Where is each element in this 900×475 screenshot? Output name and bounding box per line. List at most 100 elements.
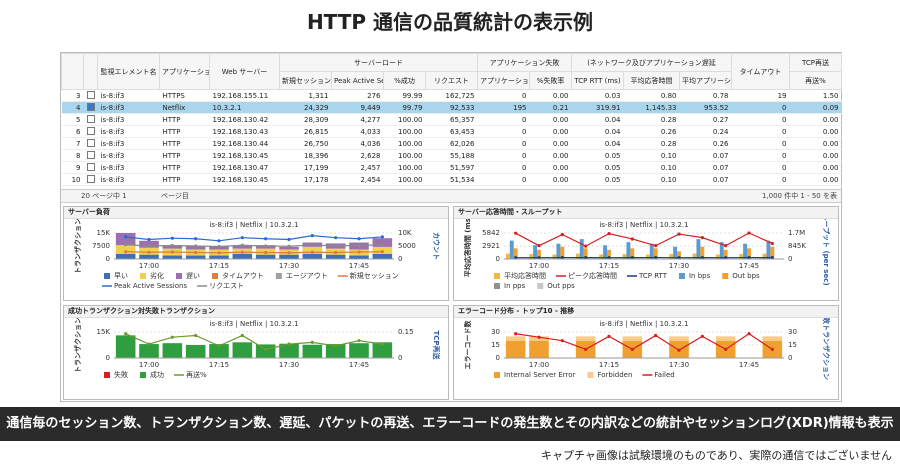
line-point — [701, 335, 704, 338]
header[interactable]: リクエスト — [426, 72, 478, 90]
legend-label: TCP RTT — [638, 272, 668, 280]
cell: 0.00 — [790, 114, 842, 126]
cell: 192.168.130.42 — [210, 114, 280, 126]
y-tick-label: 0 — [106, 255, 110, 263]
chart: is-8:if3 | Netflix | 10.3.2.102921584208… — [454, 219, 838, 300]
header[interactable]: 平均アプリーシ — [680, 72, 732, 90]
checkbox[interactable] — [87, 115, 95, 123]
cell: HTTP — [160, 174, 210, 186]
cell: is-8:if3 — [98, 102, 160, 114]
y-axis-label: トランザクション — [73, 318, 82, 373]
bar — [279, 255, 299, 259]
cell: 192.168.130.43 — [210, 126, 280, 138]
x-tick-label: 17:00 — [139, 262, 159, 270]
line-point — [334, 344, 337, 347]
bar — [553, 255, 557, 259]
checkbox[interactable] — [87, 91, 95, 99]
line-point — [287, 238, 290, 241]
cell: 28,309 — [280, 114, 332, 126]
header[interactable]: アプリケーショ — [478, 72, 530, 90]
header[interactable]: 再送% — [790, 72, 842, 90]
header[interactable]: TCP RTT (ms) — [572, 72, 624, 90]
bar — [139, 255, 159, 259]
header[interactable]: 監視エレメント名 — [98, 54, 160, 90]
chart: is-8:if3 | Netflix | 10.3.2.10153001530エ… — [454, 318, 838, 399]
line-point — [217, 251, 220, 254]
checkbox-cell — [84, 126, 98, 138]
y-axis-label: エラーコード数 — [463, 320, 472, 370]
cell: 0.00 — [790, 138, 842, 150]
page-count: 20 ページ中 1 — [81, 191, 127, 201]
legend-swatch — [494, 273, 500, 279]
header[interactable]: タイムアウト — [732, 54, 790, 90]
bar — [506, 254, 510, 259]
chart: is-8:if3 | Netflix | 10.3.2.1015K00.15トラ… — [64, 318, 448, 399]
line-point — [287, 245, 290, 248]
checkbox[interactable] — [87, 103, 95, 111]
checkbox[interactable] — [87, 163, 95, 171]
pagination: 20 ページ中 1 ページ目 1,000 件中 1 - 50 を表 — [61, 189, 841, 203]
bar — [739, 254, 743, 259]
header[interactable]: %成功 — [384, 72, 426, 90]
bar — [580, 239, 584, 259]
header[interactable]: %失敗率 — [530, 72, 572, 90]
line-point — [241, 244, 244, 247]
x-tick-label: 17:00 — [529, 262, 549, 270]
cell: 0.00 — [790, 162, 842, 174]
cell: 0.26 — [624, 126, 680, 138]
bar — [669, 254, 673, 259]
y-axis-label: 平均応答時間 (ms) — [463, 219, 472, 277]
cell: is-8:if3 — [98, 150, 160, 162]
cell: 100.00 — [384, 174, 426, 186]
line-point — [147, 238, 150, 241]
bar — [556, 244, 560, 259]
cell: 0 — [732, 126, 790, 138]
line-point — [381, 250, 384, 253]
cell: 26,750 — [280, 138, 332, 150]
header[interactable]: Peak Active Se — [332, 72, 384, 90]
line-point — [334, 244, 337, 247]
cell: 0.10 — [624, 150, 680, 162]
bar — [743, 244, 747, 259]
line-point — [171, 237, 174, 240]
cell: 195 — [478, 102, 530, 114]
legend-label: Failed — [654, 371, 674, 379]
cell: 18,396 — [280, 150, 332, 162]
panel-title: サーバー負荷 — [64, 207, 448, 219]
y-tick-label: 30 — [491, 328, 500, 336]
header[interactable]: 平均応答時間 — [624, 72, 680, 90]
line-point — [147, 244, 150, 247]
cell: 319.91 — [572, 102, 624, 114]
checkbox[interactable] — [87, 175, 95, 183]
line-point — [514, 332, 517, 335]
header[interactable]: アプリケーショ — [160, 54, 210, 90]
line-point — [724, 348, 727, 351]
header[interactable]: Web サーバー — [210, 54, 280, 90]
line-point — [194, 237, 197, 240]
checkbox[interactable] — [87, 139, 95, 147]
group-header: (ネットワーク及びアプリケーション遅延 — [572, 54, 732, 72]
line-point — [311, 234, 314, 237]
cell: 0.05 — [572, 162, 624, 174]
bar — [256, 344, 276, 358]
legend-label: In pps — [504, 282, 526, 290]
header[interactable]: 新規セッション — [280, 72, 332, 90]
cell: 0 — [478, 90, 530, 102]
cell: 6 — [62, 126, 84, 138]
line-point — [357, 237, 360, 240]
checkbox[interactable] — [87, 127, 95, 135]
x-tick-label: 17:30 — [279, 262, 299, 270]
checkbox[interactable] — [87, 151, 95, 159]
cell: 953.52 — [680, 102, 732, 114]
line-point — [381, 243, 384, 246]
cell: 0.00 — [530, 114, 572, 126]
bar — [626, 242, 630, 259]
bar — [186, 256, 206, 259]
bar — [139, 344, 159, 358]
legend-swatch — [494, 372, 500, 378]
